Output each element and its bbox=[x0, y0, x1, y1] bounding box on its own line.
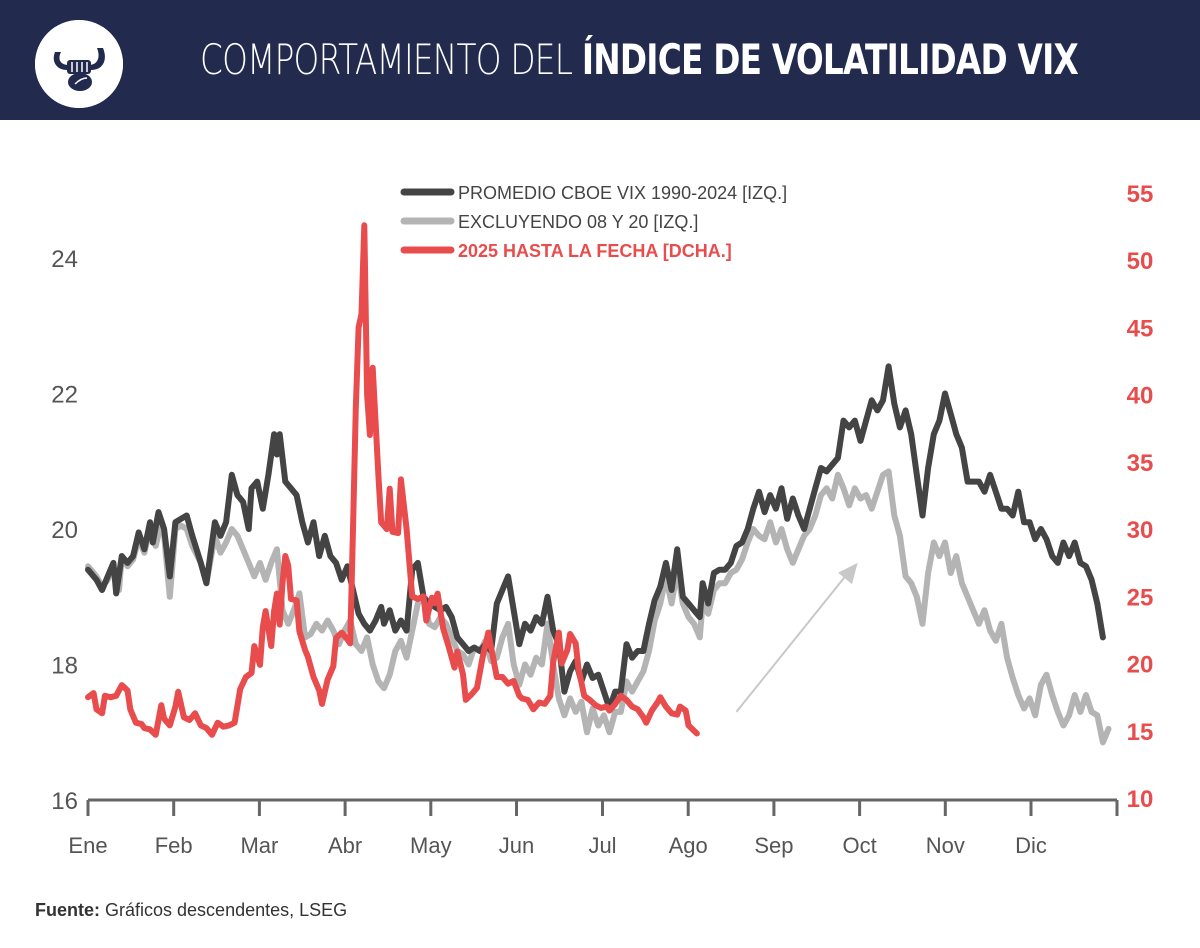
x-tick-label: Abr bbox=[328, 833, 362, 858]
y-right-tick-label: 30 bbox=[1127, 517, 1154, 544]
legend: PROMEDIO CBOE VIX 1990-2024 [IZQ.] EXCLUY… bbox=[400, 183, 787, 261]
x-tick-label: Feb bbox=[155, 833, 193, 858]
source-note: Fuente: Gráficos descendentes, LSEG bbox=[35, 900, 347, 921]
x-tick-label: Jun bbox=[499, 833, 534, 858]
title-light: COMPORTAMIENTO DEL bbox=[200, 35, 573, 84]
arrow-shaft bbox=[735, 570, 851, 713]
arrow-head bbox=[838, 562, 858, 585]
series-lines bbox=[85, 222, 1112, 746]
x-axis: Ene Feb Mar Abr May Jun Jul Ago Sep Oct Nov Dic bbox=[68, 798, 1119, 858]
series-promedio-line bbox=[85, 363, 1106, 712]
y-left-tick-label: 22 bbox=[51, 382, 78, 409]
x-tick-label: Mar bbox=[240, 833, 278, 858]
y-left-tick-label: 18 bbox=[51, 653, 78, 680]
series-2025-line bbox=[85, 222, 700, 738]
y-right-tick-label: 35 bbox=[1127, 450, 1154, 477]
x-tick-label: Ene bbox=[68, 833, 107, 858]
y-right-tick-label: 45 bbox=[1127, 315, 1154, 342]
legend-label: 2025 HASTA LA FECHA [DCHA.] bbox=[458, 241, 732, 261]
title-bold: ÍNDICE DE VOLATILIDAD VIX bbox=[581, 35, 1079, 84]
bull-horns-fist-icon bbox=[35, 20, 123, 108]
source-label: Fuente: bbox=[35, 900, 100, 920]
logo bbox=[35, 20, 123, 108]
vix-line-chart: PROMEDIO CBOE VIX 1990-2024 [IZQ.] EXCLUY… bbox=[51, 181, 1154, 858]
x-tick-label: May bbox=[410, 833, 452, 858]
y-right-tick-label: 25 bbox=[1127, 584, 1154, 611]
y-right-tick-label: 50 bbox=[1127, 248, 1154, 275]
y-right-tick-label: 10 bbox=[1127, 786, 1154, 813]
x-tick-label: Oct bbox=[842, 833, 876, 858]
series-excluyendo-line bbox=[85, 468, 1112, 746]
y-right-tick-label: 55 bbox=[1127, 181, 1154, 208]
y-left-tick-label: 24 bbox=[51, 246, 78, 273]
y-axis-left: 16 18 20 22 24 bbox=[51, 246, 78, 815]
trend-arrow-annotation bbox=[735, 562, 858, 713]
y-left-tick-label: 20 bbox=[51, 517, 78, 544]
source-text: Gráficos descendentes, LSEG bbox=[105, 900, 348, 920]
y-left-tick-label: 16 bbox=[51, 788, 78, 815]
y-right-tick-label: 40 bbox=[1127, 383, 1154, 410]
x-tick-label: Dic bbox=[1015, 833, 1047, 858]
x-tick-label: Nov bbox=[926, 833, 965, 858]
x-tick-label: Jul bbox=[588, 833, 616, 858]
y-axis-right: 10 15 20 25 30 35 40 45 50 55 bbox=[1127, 181, 1154, 813]
legend-label: PROMEDIO CBOE VIX 1990-2024 [IZQ.] bbox=[458, 183, 787, 203]
y-right-tick-label: 20 bbox=[1127, 652, 1154, 679]
header-banner: COMPORTAMIENTO DEL ÍNDICE DE VOLATILIDAD… bbox=[0, 0, 1200, 120]
y-right-tick-label: 15 bbox=[1127, 719, 1154, 746]
page-title: COMPORTAMIENTO DEL ÍNDICE DE VOLATILIDAD… bbox=[200, 30, 1079, 90]
x-tick-label: Ago bbox=[669, 833, 708, 858]
legend-label: EXCLUYENDO 08 Y 20 [IZQ.] bbox=[458, 212, 698, 232]
x-tick-label: Sep bbox=[754, 833, 793, 858]
